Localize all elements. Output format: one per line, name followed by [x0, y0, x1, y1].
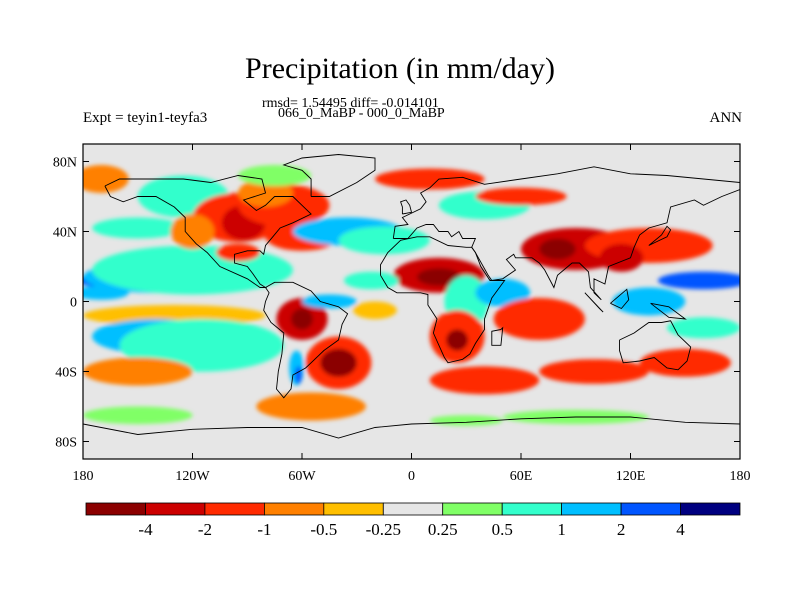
anomaly-region	[238, 165, 312, 186]
period-line: 066_0_MaBP - 000_0_MaBP	[278, 106, 445, 121]
anomaly-region	[353, 301, 397, 320]
colorbar-swatch	[680, 502, 741, 516]
coastline	[380, 236, 506, 364]
anomaly-region	[375, 168, 485, 190]
anomaly-region	[83, 406, 193, 425]
anomaly-region	[92, 217, 184, 239]
x-tick-label: 120W	[175, 469, 210, 484]
coastline	[650, 302, 687, 320]
anomaly-region	[475, 278, 531, 307]
colorbar-swatch	[263, 502, 325, 516]
coastline	[263, 281, 349, 399]
coastline	[491, 326, 504, 346]
anomaly-region	[83, 357, 193, 386]
colorbar-label: -2	[198, 520, 212, 539]
coastline	[648, 225, 672, 246]
coastline	[282, 154, 376, 197]
colorbar-swatch	[85, 502, 146, 516]
anomaly-region	[446, 329, 468, 351]
colorbar-swatch	[145, 502, 206, 516]
anomaly-region	[539, 238, 576, 260]
x-tick-label: 120E	[616, 469, 646, 484]
colorbar-swatch	[620, 502, 681, 516]
colorbar-label: -0.5	[310, 520, 337, 539]
anomaly-region	[83, 165, 129, 193]
anomaly-region	[294, 366, 302, 384]
anomaly-region	[83, 285, 129, 300]
colorbar-label: -1	[257, 520, 271, 539]
colorbar-swatch	[501, 502, 563, 516]
anomaly-region	[344, 271, 399, 290]
y-tick-label: 0	[70, 296, 77, 311]
x-tick-label: 180	[73, 469, 94, 484]
coastline	[104, 175, 312, 288]
colorbar-swatch	[561, 502, 622, 516]
colorbar-label: -4	[138, 520, 153, 539]
anomaly-region	[667, 317, 740, 339]
colorbar-label: 4	[676, 520, 685, 539]
anomaly-region	[599, 243, 644, 272]
colorbar-swatch	[442, 502, 503, 516]
coastline	[392, 166, 740, 301]
colorbar-label: -0.25	[366, 520, 401, 539]
anomaly-region	[256, 392, 366, 421]
anomaly-region	[539, 359, 649, 384]
y-tick-label: 40N	[53, 226, 77, 241]
x-tick-label: 60E	[510, 469, 533, 484]
plot-title: Precipitation (in mm/day)	[245, 52, 555, 85]
anomaly-region	[612, 287, 686, 316]
colorbar-swatch	[204, 502, 265, 516]
anomaly-region	[338, 226, 430, 255]
coastline	[584, 292, 604, 313]
y-tick-label: 80N	[53, 156, 77, 171]
colorbar-label: 1	[557, 520, 566, 539]
colorbar-label: 2	[617, 520, 626, 539]
coastline	[83, 416, 740, 439]
anomaly-region	[291, 308, 313, 330]
anomaly-region	[216, 243, 260, 262]
anomaly-region	[417, 268, 461, 286]
anomaly-region	[320, 348, 357, 377]
anomaly-region	[170, 214, 215, 249]
y-tick-label: 80S	[55, 436, 77, 451]
stats-line: rmsd= 1.54495 diff= -0.014101	[262, 96, 439, 111]
anomaly-region	[119, 319, 284, 372]
coastline	[400, 199, 413, 215]
experiment-label: Expt = teyin1-teyfa3	[83, 110, 208, 126]
anomaly-region	[475, 187, 567, 206]
coastline	[610, 288, 630, 310]
colorbar-swatch	[323, 502, 384, 516]
anomaly-region	[429, 366, 540, 395]
y-tick-label: 40S	[55, 366, 77, 381]
season-label: ANN	[709, 110, 743, 126]
colorbar-label: 0.5	[492, 520, 513, 539]
anomaly-region	[302, 294, 357, 309]
x-tick-label: 60W	[288, 469, 316, 484]
coastline	[619, 320, 692, 371]
x-tick-label: 180	[730, 469, 751, 484]
anomaly-region	[657, 271, 740, 290]
colorbar-swatch	[382, 502, 444, 516]
x-tick-label: 0	[408, 469, 415, 484]
anomaly-region	[493, 298, 585, 340]
colorbar-label: 0.25	[428, 520, 458, 539]
